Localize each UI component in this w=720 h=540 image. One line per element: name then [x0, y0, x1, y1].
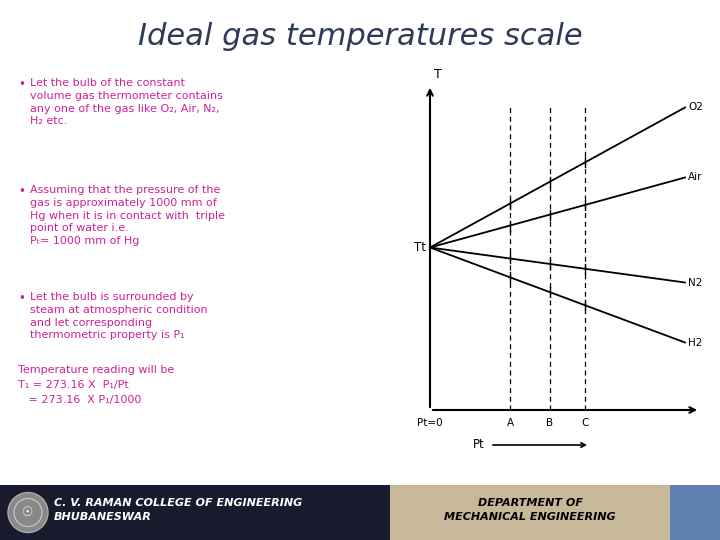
Text: B: B — [546, 418, 554, 428]
Text: Tt: Tt — [414, 241, 426, 254]
Bar — [670, 485, 720, 540]
Text: N2: N2 — [688, 278, 703, 287]
Text: C: C — [581, 418, 589, 428]
Circle shape — [8, 492, 48, 532]
Text: Pt=0: Pt=0 — [417, 418, 443, 428]
Bar — [0, 485, 390, 540]
Text: T₁ = 273.16 X  P₁/Pt: T₁ = 273.16 X P₁/Pt — [18, 380, 129, 390]
Text: Assuming that the pressure of the
gas is approximately 1000 mm of
Hg when it is : Assuming that the pressure of the gas is… — [30, 185, 225, 246]
Text: DEPARTMENT OF
MECHANICAL ENGINEERING: DEPARTMENT OF MECHANICAL ENGINEERING — [444, 497, 616, 522]
Text: H2: H2 — [688, 338, 703, 348]
Text: = 273.16  X P₁/1000: = 273.16 X P₁/1000 — [18, 395, 141, 405]
Text: Air: Air — [688, 172, 703, 183]
Text: •: • — [18, 185, 25, 198]
Text: C. V. RAMAN COLLEGE OF ENGINEERING
BHUBANESWAR: C. V. RAMAN COLLEGE OF ENGINEERING BHUBA… — [54, 497, 302, 522]
Text: Let the bulb of the constant
volume gas thermometer contains
any one of the gas : Let the bulb of the constant volume gas … — [30, 78, 223, 126]
Text: •: • — [18, 292, 25, 305]
Text: T: T — [434, 68, 442, 81]
Text: O2: O2 — [688, 103, 703, 112]
Bar — [390, 485, 670, 540]
Text: Ideal gas temperatures scale: Ideal gas temperatures scale — [138, 22, 582, 51]
Text: Pt: Pt — [473, 438, 485, 451]
Text: Let the bulb is surrounded by
steam at atmospheric condition
and let correspondi: Let the bulb is surrounded by steam at a… — [30, 292, 207, 340]
Text: A: A — [506, 418, 513, 428]
Text: Temperature reading will be: Temperature reading will be — [18, 365, 174, 375]
Text: ☉: ☉ — [22, 506, 34, 519]
Text: •: • — [18, 78, 25, 91]
